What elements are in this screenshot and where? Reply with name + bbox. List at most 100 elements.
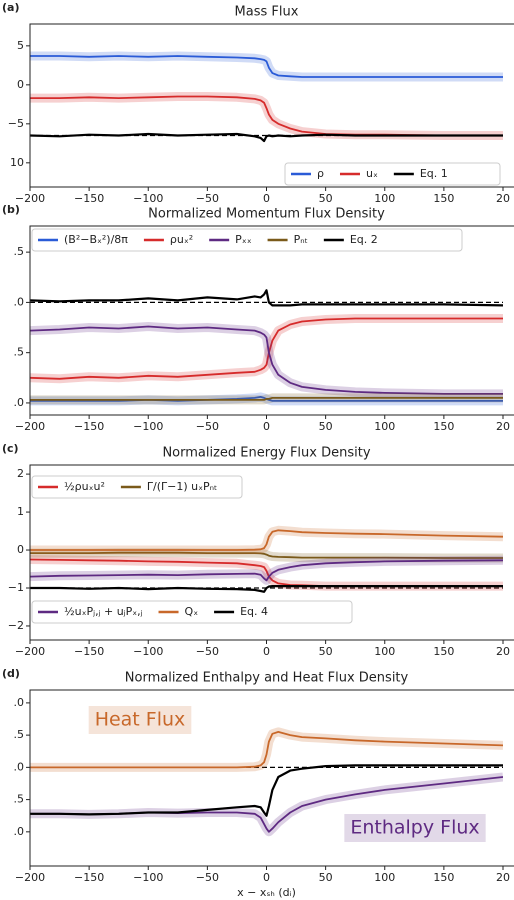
- x-tick-label: −50: [196, 192, 219, 205]
- plot-frame: [29, 23, 514, 188]
- x-tick-label: 20: [496, 420, 510, 433]
- plot-area: [30, 289, 503, 406]
- y-tick-label: 10: [10, 156, 24, 169]
- x-tick-label: 0: [263, 420, 270, 433]
- series-line: [30, 132, 503, 143]
- x-tick-label: −150: [74, 871, 104, 884]
- x-tick-label: 100: [374, 645, 395, 658]
- legend-label: Pₓₓ: [235, 233, 252, 246]
- x-tick-label: 20: [496, 192, 510, 205]
- x-tick-label: 100: [374, 192, 395, 205]
- x-tick-label: −200: [15, 871, 45, 884]
- x-tick-label: −100: [133, 871, 163, 884]
- series-line: [30, 585, 503, 593]
- x-tick-label: −50: [196, 871, 219, 884]
- y-tick-label: −2: [8, 619, 24, 632]
- x-tick-label: −100: [133, 645, 163, 658]
- series-line: [30, 289, 503, 307]
- y-tick-label: 0: [17, 543, 24, 556]
- y-tick-label: 2: [17, 467, 24, 480]
- x-tick-label: 50: [319, 645, 333, 658]
- panel-label: (d): [2, 667, 20, 680]
- plot-area: [30, 727, 503, 837]
- legend: ½ρuₓu² Γ/(Γ−1) uₓPₙₜ: [31, 475, 243, 499]
- annotation-box: [88, 706, 192, 734]
- series-line: [30, 764, 503, 817]
- x-tick-label: −150: [74, 192, 104, 205]
- legend: ½uₓPⱼ,ⱼ + uⱼPₓ,ⱼ Qₓ Eq. 4: [31, 600, 353, 624]
- legend-label: Eq. 4: [240, 605, 268, 618]
- x-tick-label: 50: [319, 192, 333, 205]
- x-tick-label: 100: [374, 420, 395, 433]
- y-tick-label: −5: [8, 117, 24, 130]
- x-tick-label: 50: [319, 871, 333, 884]
- plot-frame: [29, 225, 514, 416]
- panel-label: (b): [2, 203, 20, 216]
- panel-title: Mass Flux: [235, 5, 299, 20]
- y-tick-label: 5: [17, 39, 24, 52]
- legend: ρ uₓ Eq. 1: [284, 162, 501, 186]
- series-band: [30, 92, 503, 140]
- annotation: Enthalpy Flux: [350, 817, 479, 839]
- y-tick-label: .5: [14, 245, 25, 258]
- legend-label: (B²−Bₓ²)/8π: [64, 233, 128, 246]
- panel-title: Normalized Enthalpy and Heat Flux Densit…: [125, 671, 409, 686]
- x-tick-label: 20: [496, 871, 510, 884]
- x-tick-label: −200: [15, 192, 45, 205]
- plot-area: [30, 51, 503, 143]
- legend-label: Eq. 1: [420, 167, 448, 180]
- x-tick-label: 150: [433, 192, 454, 205]
- legend-box: [284, 162, 501, 186]
- legend-box: [31, 600, 353, 624]
- x-tick-label: −200: [15, 420, 45, 433]
- legend-label: Pₙₜ: [294, 233, 308, 246]
- series-line: [30, 397, 503, 401]
- plot-frame: [29, 689, 514, 867]
- x-tick-label: 150: [433, 871, 454, 884]
- series-line: [30, 317, 503, 380]
- panel-title: Normalized Energy Flux Density: [162, 446, 370, 461]
- legend-label: ½ρuₓu²: [64, 480, 105, 493]
- y-tick-label: 1: [17, 505, 24, 518]
- legend-label: Eq. 2: [350, 233, 378, 246]
- x-tick-label: −150: [74, 420, 104, 433]
- y-tick-label: .5: [14, 728, 25, 741]
- legend-label: uₓ: [366, 167, 378, 180]
- x-tick-label: 150: [433, 645, 454, 658]
- x-tick-label: −50: [196, 420, 219, 433]
- series-line: [30, 551, 503, 559]
- y-tick-label: .0: [14, 295, 25, 308]
- x-tick-label: −150: [74, 645, 104, 658]
- x-tick-label: 20: [496, 645, 510, 658]
- x-axis-label: x − xₛₕ (dᵢ): [237, 886, 296, 899]
- y-tick-label: 0: [17, 78, 24, 91]
- x-tick-label: 150: [433, 420, 454, 433]
- series-line: [30, 731, 503, 769]
- x-tick-label: 0: [263, 645, 270, 658]
- x-tick-label: −50: [196, 645, 219, 658]
- x-tick-label: 0: [263, 871, 270, 884]
- y-tick-label: .5: [14, 793, 25, 806]
- legend-label: Γ/(Γ−1) uₓPₙₜ: [147, 480, 217, 493]
- x-tick-label: −100: [133, 192, 163, 205]
- panel-label: (c): [2, 442, 19, 455]
- x-tick-label: −200: [15, 645, 45, 658]
- legend: (B²−Bₓ²)/8π ρuₓ² Pₓₓ Pₙₜ Eq. 2: [31, 228, 463, 252]
- y-tick-label: .0: [14, 760, 25, 773]
- legend-label: ½uₓPⱼ,ⱼ + uⱼPₓ,ⱼ: [64, 605, 143, 618]
- plot-area: [30, 525, 503, 593]
- plot-frame: [29, 464, 514, 641]
- x-tick-label: 50: [319, 420, 333, 433]
- annotation: Heat Flux: [95, 709, 186, 731]
- y-tick-label: .0: [14, 825, 25, 838]
- panel-label: (a): [2, 1, 19, 14]
- legend-label: ρuₓ²: [170, 233, 193, 246]
- series-band: [30, 525, 503, 555]
- legend-label: ρ: [317, 167, 324, 180]
- y-tick-label: −1: [8, 581, 24, 594]
- y-tick-label: .0: [14, 696, 25, 709]
- x-tick-label: −100: [133, 420, 163, 433]
- y-tick-label: .5: [14, 346, 25, 359]
- series-line: [30, 529, 503, 551]
